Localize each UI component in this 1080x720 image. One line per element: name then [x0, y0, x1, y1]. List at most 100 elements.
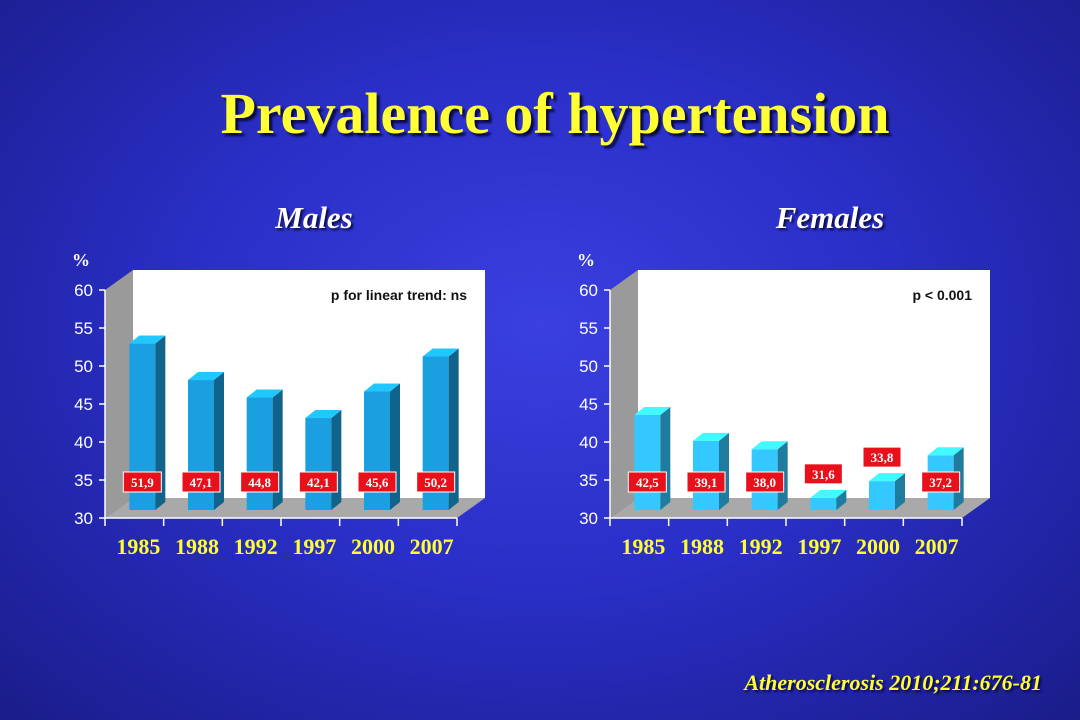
females-y-tick-label: 45 [579, 395, 598, 414]
females-bar-top [927, 447, 964, 456]
males-bar-side [448, 348, 459, 510]
males-data-label: 45,6 [366, 475, 389, 490]
females-data-label: 33,8 [871, 450, 894, 465]
females-y-tick-label: 40 [579, 433, 598, 452]
males-x-tick-label: 1988 [175, 534, 219, 559]
females-bar-front [634, 415, 661, 510]
females-y-tick-label: 35 [579, 471, 598, 490]
males-data-label: 51,9 [131, 475, 154, 490]
males-bar-chart: 60 55 50 45 40 35 30% p for linear trend: ns 51,… [72, 250, 485, 559]
females-bar-top [810, 489, 847, 498]
females-x-tick-label: 1992 [739, 534, 783, 559]
females-data-label: 31,6 [812, 467, 835, 482]
females-data-label-1992: 38,0 [745, 471, 785, 493]
females-x-tick-label: 1985 [621, 534, 665, 559]
females-bar-side [660, 407, 671, 510]
males-data-label-2007: 50,2 [416, 471, 456, 493]
males-y-tick-label: 45 [74, 395, 93, 414]
males-x-tick-label: 2007 [410, 534, 454, 559]
males-bar-top [188, 372, 224, 381]
females-data-label-1985: 42,5 [627, 471, 667, 493]
females-data-label-2000: 33,8 [862, 446, 902, 468]
males-bar-front [246, 397, 273, 510]
females-data-label-box [745, 471, 785, 493]
females-x-tick-label: 1997 [797, 534, 841, 559]
males-data-label-2000: 45,6 [357, 471, 397, 493]
males-data-label-1985: 51,9 [122, 471, 162, 493]
males-bar-top [246, 389, 283, 398]
females-y-tick-label: 30 [579, 509, 598, 528]
males-data-label: 47,1 [190, 475, 213, 490]
males-data-label-box [181, 471, 221, 493]
females-bar-2000 [869, 473, 905, 510]
males-data-label-box [122, 471, 162, 493]
females-data-label-box [686, 471, 726, 493]
females-bar-side [836, 489, 847, 510]
males-data-label-1997: 42,1 [298, 471, 338, 493]
females-y-tick-label: 60 [579, 281, 598, 300]
males-bar-side [331, 410, 342, 510]
males-p-value: p for linear trend: ns [331, 287, 467, 303]
males-y-tick-label: 35 [74, 471, 93, 490]
males-bar-top [129, 335, 166, 344]
males-bar-top [422, 348, 459, 357]
males-data-label-1988: 47,1 [181, 471, 221, 493]
females-data-label: 38,0 [753, 475, 776, 490]
males-y-tick-label: 40 [74, 433, 93, 452]
females-bar-side [895, 473, 905, 510]
females-bar-1997 [810, 489, 847, 510]
females-data-label-box [627, 471, 667, 493]
females-bar-top [869, 473, 905, 482]
males-data-label-box [416, 471, 456, 493]
females-bar-chart: 60 55 50 45 40 35 30% p < 0.001 42,5 1985 39,1 1988… [577, 250, 990, 559]
males-x-tick-label: 2000 [351, 534, 395, 559]
females-data-label-2007: 37,2 [921, 471, 961, 493]
females-data-label-1988: 39,1 [686, 471, 726, 493]
males-side-wall [105, 270, 133, 518]
females-y-axis-label: % [577, 250, 595, 270]
males-x-tick-label: 1985 [116, 534, 160, 559]
males-x-tick-label: 1997 [292, 534, 336, 559]
females-x-tick-label: 2000 [856, 534, 900, 559]
females-side-wall [610, 270, 638, 518]
females-y-tick-label: 50 [579, 357, 598, 376]
males-y-tick-label: 50 [74, 357, 93, 376]
females-x-tick-label: 1988 [680, 534, 724, 559]
females-bar-front [810, 497, 837, 510]
females-x-tick-label: 2007 [915, 534, 959, 559]
males-y-tick-label: 55 [74, 319, 93, 338]
males-bar-front [305, 418, 332, 510]
slide-title: Prevalence of hypertension [220, 81, 890, 146]
females-data-label-box [921, 471, 961, 493]
males-bar-side [155, 335, 166, 510]
citation: Atherosclerosis 2010;211:676-81 [744, 670, 1042, 695]
males-data-label: 50,2 [424, 475, 447, 490]
males-data-label-box [298, 471, 338, 493]
males-data-label: 42,1 [307, 475, 330, 490]
males-data-label: 44,8 [248, 475, 271, 490]
males-y-tick-label: 30 [74, 509, 93, 528]
females-data-label: 39,1 [695, 475, 718, 490]
females-data-label: 42,5 [636, 475, 659, 490]
males-y-axis-label: % [72, 250, 90, 270]
females-y-tick-label: 55 [579, 319, 598, 338]
males-chart-title: Males [275, 200, 353, 235]
females-data-label-box [862, 446, 902, 468]
males-bar-1997 [305, 410, 342, 510]
females-data-label-box [803, 463, 843, 485]
females-bar-front [869, 481, 895, 510]
males-y-tick-label: 60 [74, 281, 93, 300]
males-data-label-1992: 44,8 [240, 471, 280, 493]
females-bar-1985 [634, 407, 671, 510]
males-data-label-box [357, 471, 397, 493]
females-p-value: p < 0.001 [912, 287, 972, 303]
females-bar-top [693, 432, 729, 441]
females-bar-top [751, 441, 788, 450]
females-data-label-1997: 31,6 [803, 463, 843, 485]
females-bar-1988 [693, 432, 729, 510]
males-data-label-box [240, 471, 280, 493]
females-bar-top [634, 407, 671, 415]
females-data-label: 37,2 [929, 475, 952, 490]
females-bar-side [719, 432, 729, 510]
females-chart-title: Females [775, 200, 885, 235]
